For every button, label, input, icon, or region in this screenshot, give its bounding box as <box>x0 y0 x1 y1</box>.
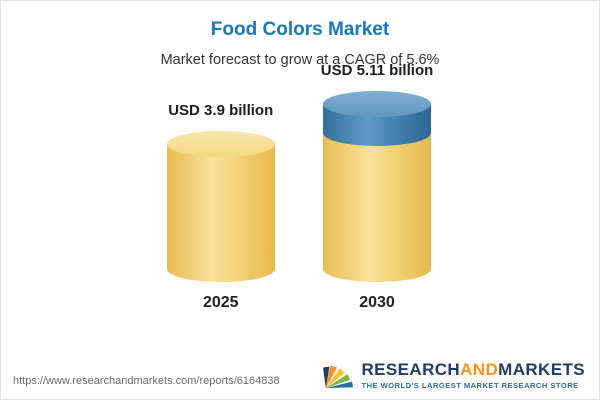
logo-wordmark: RESEARCHANDMARKETS <box>362 361 586 378</box>
growth-segment-2030 <box>323 91 431 146</box>
logo-tagline: THE WORLD'S LARGEST MARKET RESEARCH STOR… <box>361 381 579 390</box>
logo-word-and: AND <box>460 360 499 379</box>
cylinder-bar-2025 <box>166 131 275 282</box>
bar-group-2030: USD 5.11 billion 2030 <box>321 62 434 312</box>
chart-title: Food Colors Market <box>210 19 390 40</box>
report-url[interactable]: https://www.researchandmarkets.com/repor… <box>13 375 280 387</box>
logo-word-research: RESEARCH <box>361 360 461 379</box>
value-label-2030: USD 5.11 billion <box>320 62 434 79</box>
footer: https://www.researchandmarkets.com/repor… <box>1 351 599 399</box>
logo-mark-icon <box>322 365 353 389</box>
chart-subtitle: Market forecast to grow at a CAGR of 5.6… <box>160 52 440 68</box>
category-label-2030: 2030 <box>359 294 395 311</box>
value-label-2025: USD 3.9 billion <box>168 102 274 119</box>
bar-group-2025: USD 3.9 billion 2025 <box>166 102 275 312</box>
cylinder-bar-2030 <box>323 91 431 282</box>
logo-word-markets: MARKETS <box>498 360 585 379</box>
plot-area: USD 3.9 billion 2025 USD 5.11 billion 20… <box>1 62 599 312</box>
category-label-2025: 2025 <box>202 294 239 311</box>
researchandmarkets-logo[interactable]: RESEARCHANDMARKETS THE WORLD'S LARGEST M… <box>321 360 586 390</box>
